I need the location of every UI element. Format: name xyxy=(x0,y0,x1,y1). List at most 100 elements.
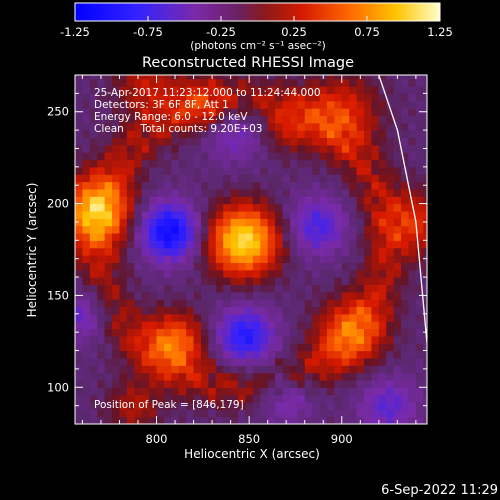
heatmap-cell xyxy=(75,321,84,330)
heatmap-cell xyxy=(141,394,150,403)
heatmap-cell xyxy=(89,144,98,153)
heatmap-cell xyxy=(89,181,98,190)
heatmap-cell xyxy=(171,365,180,374)
heatmap-cell xyxy=(171,218,180,227)
heatmap-cell xyxy=(178,218,187,227)
heatmap-cell xyxy=(208,321,217,330)
heatmap-cell xyxy=(163,328,172,337)
heatmap-cell xyxy=(415,387,424,396)
heatmap-cell xyxy=(156,269,165,278)
heatmap-cell xyxy=(304,78,313,87)
heatmap-cell xyxy=(245,86,254,94)
heatmap-cell xyxy=(349,328,358,337)
heatmap-cell xyxy=(275,240,284,249)
heatmap-cell xyxy=(334,372,343,381)
heatmap-cell xyxy=(282,247,291,256)
heatmap-cell xyxy=(186,108,195,117)
heatmap-cell xyxy=(289,306,298,315)
heatmap-cell xyxy=(230,401,239,410)
heatmap-cell xyxy=(326,93,335,102)
heatmap-cell xyxy=(401,218,410,227)
heatmap-cell xyxy=(415,210,424,219)
heatmap-cell xyxy=(312,350,321,359)
heatmap-cell xyxy=(289,225,298,234)
heatmap-cell xyxy=(215,277,224,285)
heatmap-cell xyxy=(289,137,298,146)
heatmap-cell xyxy=(304,86,313,94)
heatmap-cell xyxy=(156,350,165,359)
date-stamp: 6-Sep-2022 11:29 xyxy=(381,483,498,498)
heatmap-cell xyxy=(238,291,247,300)
heatmap-cell xyxy=(223,277,232,285)
heatmap-cell xyxy=(304,122,313,131)
heatmap-cell xyxy=(186,357,195,366)
heatmap-cell xyxy=(238,350,247,359)
heatmap-cell xyxy=(386,291,395,300)
heatmap-cell xyxy=(82,240,91,249)
heatmap-cell xyxy=(341,75,350,80)
heatmap-cell xyxy=(186,343,195,352)
heatmap-cell xyxy=(349,343,358,352)
heatmap-cell xyxy=(230,365,239,374)
heatmap-cell xyxy=(378,159,387,168)
heatmap-cell xyxy=(89,277,98,285)
heatmap-cell xyxy=(267,86,276,94)
heatmap-cell xyxy=(156,372,165,381)
heatmap-cell xyxy=(215,188,224,197)
heatmap-cell xyxy=(297,122,306,131)
heatmap-cell xyxy=(171,232,180,241)
heatmap-cell xyxy=(126,144,135,153)
heatmap-cell xyxy=(297,321,306,330)
heatmap-cell xyxy=(252,379,261,388)
heatmap-cell xyxy=(149,372,158,381)
heatmap-cell xyxy=(371,115,380,124)
heatmap-cell xyxy=(245,181,254,190)
heatmap-cell xyxy=(282,203,291,212)
heatmap-cell xyxy=(171,188,180,197)
heatmap-cell xyxy=(97,343,106,352)
heatmap-cell xyxy=(312,357,321,366)
heatmap-cell xyxy=(75,394,84,403)
heatmap-cell xyxy=(149,181,158,190)
heatmap-cell xyxy=(252,210,261,219)
heatmap-cell xyxy=(134,379,143,388)
heatmap-cell xyxy=(326,269,335,278)
heatmap-cell xyxy=(282,387,291,396)
heatmap-cell xyxy=(401,240,410,249)
heatmap-cell xyxy=(141,299,150,308)
heatmap-cell xyxy=(119,357,128,366)
heatmap-cell xyxy=(297,100,306,109)
heatmap-cell xyxy=(312,86,321,94)
heatmap-cell xyxy=(319,401,328,410)
heatmap-cell xyxy=(156,144,165,153)
heatmap-cell xyxy=(223,306,232,315)
heatmap-cell xyxy=(267,115,276,124)
heatmap-cell xyxy=(215,78,224,87)
heatmap-cell xyxy=(408,306,417,315)
heatmap-cell xyxy=(163,152,172,161)
heatmap-cell xyxy=(193,387,202,396)
heatmap-cell xyxy=(141,93,150,102)
heatmap-cell xyxy=(104,78,113,87)
heatmap-cell xyxy=(200,343,209,352)
heatmap-cell xyxy=(134,247,143,256)
heatmap-cell xyxy=(230,313,239,322)
heatmap-cell xyxy=(200,306,209,315)
heatmap-cell xyxy=(356,299,365,308)
heatmap-cell xyxy=(119,75,128,80)
heatmap-cell xyxy=(82,75,91,80)
heatmap-cell xyxy=(223,269,232,278)
heatmap-cell xyxy=(282,255,291,263)
heatmap-cell xyxy=(341,262,350,271)
heatmap-cell xyxy=(89,196,98,205)
heatmap-cell xyxy=(304,335,313,344)
heatmap-cell xyxy=(193,100,202,109)
heatmap-cell xyxy=(260,122,269,131)
heatmap-cell xyxy=(408,291,417,300)
heatmap-cell xyxy=(141,188,150,197)
heatmap-cell xyxy=(282,93,291,102)
heatmap-cell xyxy=(252,291,261,300)
heatmap-cell xyxy=(193,372,202,381)
heatmap-cell xyxy=(178,174,187,183)
heatmap-cell xyxy=(312,306,321,315)
